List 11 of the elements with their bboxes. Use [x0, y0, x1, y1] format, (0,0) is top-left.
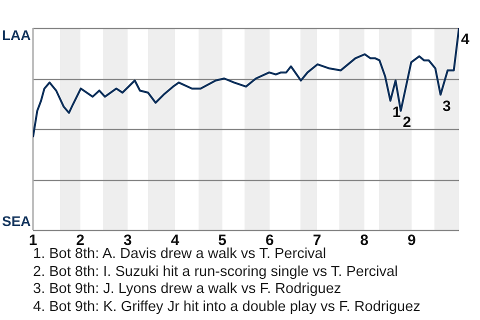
x-tick-label: 8 [360, 232, 369, 250]
annotation: 2 [402, 114, 412, 131]
annotation: 4 [461, 31, 470, 48]
text: 2. Bot 8th: I. Suzuki hit a run-scoring single vs T. Percival [33, 264, 399, 282]
annotation: 3 [442, 98, 451, 115]
text: 4. Bot 9th: K. Griffey Jr hit into a double play vs F. Rodriguez [33, 298, 420, 316]
text: LAA [2, 26, 31, 43]
text: SEA [2, 212, 31, 229]
x-tick-label: 9 [407, 232, 416, 250]
text: 3. Bot 9th: J. Lyons drew a walk vs F. Rodriguez [33, 281, 342, 299]
annotation: 1 [392, 104, 401, 121]
